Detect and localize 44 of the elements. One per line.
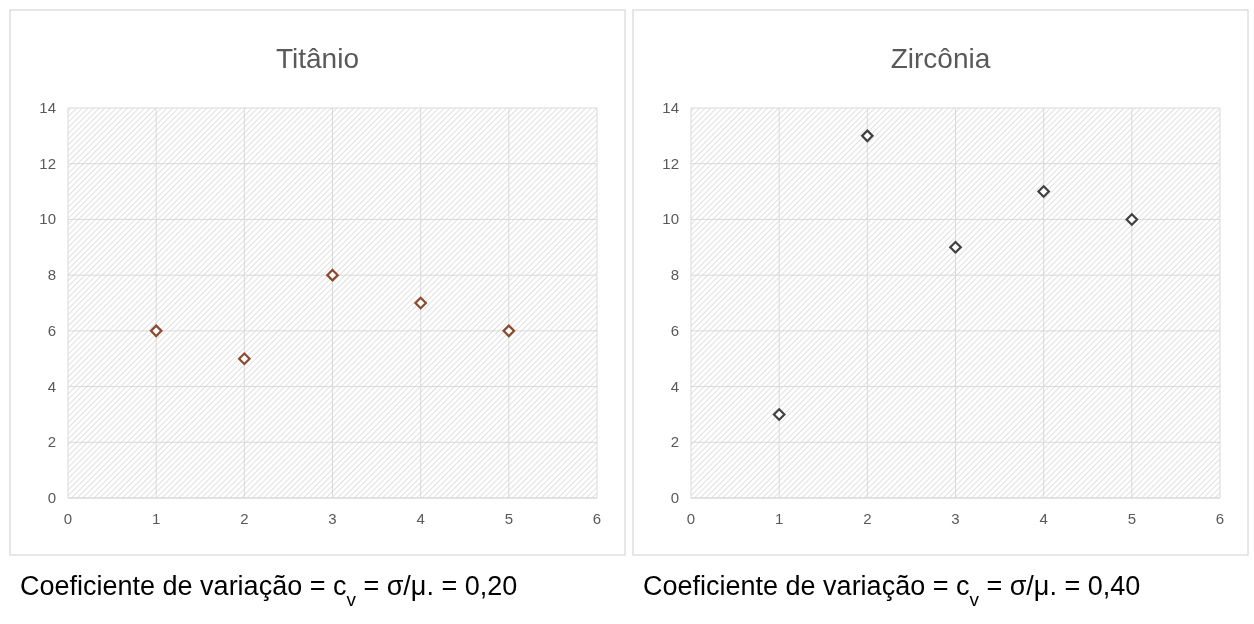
x-tick-label: 2 xyxy=(863,510,872,527)
point xyxy=(149,324,163,338)
x-tick-label: 4 xyxy=(1039,510,1048,527)
y-tick-label: 6 xyxy=(670,321,679,339)
point xyxy=(414,296,428,310)
x-tick-label: 2 xyxy=(240,510,249,527)
y-tick-label: 0 xyxy=(47,489,56,506)
point xyxy=(1037,185,1051,198)
y-tick-label: 6 xyxy=(47,321,56,339)
y-tick-label: 14 xyxy=(662,99,679,116)
y-tick-label: 2 xyxy=(47,433,56,451)
y-tick-label: 10 xyxy=(662,210,679,228)
y-tick-label: 12 xyxy=(39,154,56,172)
y-tick-label: 12 xyxy=(662,154,679,172)
chart-title: Zircônia xyxy=(890,43,991,74)
x-tick-label: 1 xyxy=(151,510,161,527)
y-tick-label: 8 xyxy=(47,266,56,284)
x-tick-label: 5 xyxy=(504,510,514,527)
point xyxy=(860,129,874,143)
x-tick-label: 5 xyxy=(1127,510,1137,527)
point xyxy=(949,240,962,254)
text: Coeficiente de variação = c$_{v}$ = σ/μ. = 0,40 xyxy=(643,571,1141,610)
chart-title: Titânio xyxy=(275,43,360,74)
point xyxy=(1125,213,1139,226)
y-tick-label: 4 xyxy=(47,377,56,395)
x-tick-label: 4 xyxy=(416,510,425,527)
y-tick-label: 14 xyxy=(39,99,56,116)
x-tick-label: 6 xyxy=(1215,510,1225,527)
x-tick-label: 0 xyxy=(63,510,73,527)
point xyxy=(772,408,786,421)
point xyxy=(502,324,516,338)
y-tick-label: 10 xyxy=(39,210,56,228)
point xyxy=(237,352,251,366)
y-tick-label: 4 xyxy=(670,377,679,395)
text: Coeficiente de variação = c$_{v}$ = σ/μ. = 0,20 xyxy=(20,571,518,610)
y-tick-label: 2 xyxy=(670,433,679,451)
x-tick-label: 3 xyxy=(951,510,960,527)
y-tick-label: 8 xyxy=(670,266,679,284)
x-tick-label: 6 xyxy=(592,510,602,527)
x-tick-label: 3 xyxy=(328,510,337,527)
point xyxy=(326,268,339,282)
y-tick-label: 0 xyxy=(670,489,679,506)
x-tick-label: 1 xyxy=(774,510,784,527)
x-tick-label: 0 xyxy=(686,510,696,527)
